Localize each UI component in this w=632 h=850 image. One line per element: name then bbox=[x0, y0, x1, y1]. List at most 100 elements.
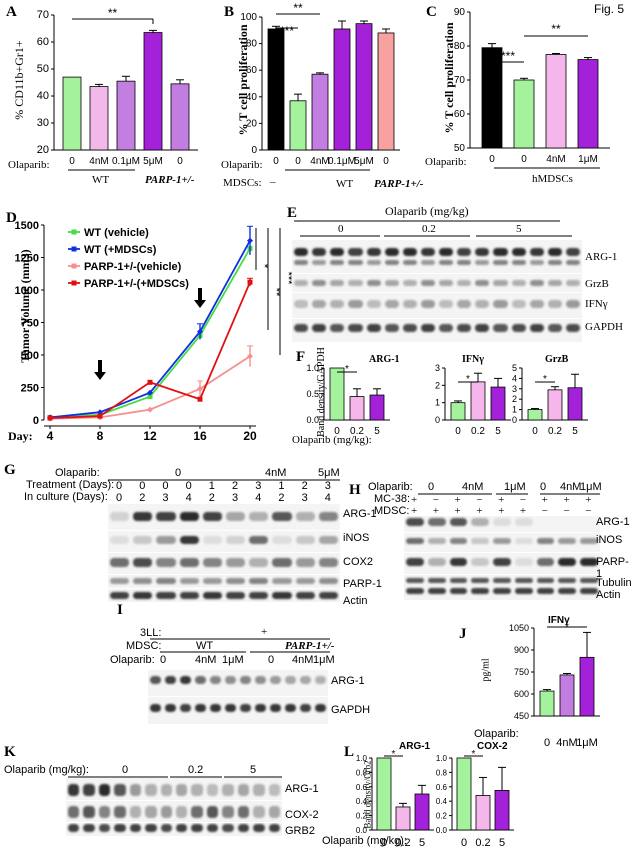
blot-band bbox=[179, 592, 199, 599]
panel-d-legend-marker bbox=[71, 263, 77, 269]
blot-band bbox=[312, 260, 327, 265]
panel-j-title: IFNγ bbox=[548, 615, 570, 626]
blot-band bbox=[406, 558, 424, 566]
blot-band bbox=[493, 578, 511, 583]
panel-h-dose: 0 bbox=[540, 481, 547, 493]
panel-l-1-ytick-label: 0.0 bbox=[436, 826, 448, 835]
blot-band bbox=[133, 536, 153, 544]
blot-band bbox=[150, 676, 161, 684]
blot-band bbox=[160, 824, 172, 832]
blot-band bbox=[565, 260, 580, 265]
panel-h-row2: MC-38: bbox=[374, 493, 411, 505]
blot-band bbox=[253, 784, 265, 796]
blot-band bbox=[191, 784, 203, 796]
panel-i-plus: + bbox=[261, 626, 268, 638]
panel-b-category: 4nM bbox=[310, 156, 329, 167]
blot-band bbox=[493, 518, 511, 526]
panel-a-ytick-label: 50 bbox=[37, 63, 49, 75]
blot-band bbox=[366, 300, 381, 308]
panel-a-category: 5μM bbox=[143, 156, 163, 167]
blot-band bbox=[294, 248, 309, 256]
blot-band bbox=[384, 324, 399, 332]
blot-band bbox=[493, 538, 511, 544]
blot-band bbox=[295, 578, 315, 584]
panel-c-group: hMDSCs bbox=[532, 173, 573, 185]
panel-c-bar bbox=[481, 47, 503, 149]
blot-band bbox=[457, 248, 472, 256]
blot-band bbox=[195, 704, 206, 712]
blot-band bbox=[226, 592, 246, 599]
panel-h-band-arg1: ARG-1 bbox=[596, 516, 630, 528]
blot-separator bbox=[108, 530, 340, 531]
panel-g-band-arg1: ARG-1 bbox=[343, 508, 377, 520]
blot-band bbox=[558, 578, 577, 583]
panel-d-ytick-label: 1250 bbox=[15, 253, 39, 265]
panel-h-mc38: + bbox=[541, 494, 548, 506]
blot-band bbox=[176, 784, 188, 796]
blot-band bbox=[110, 558, 130, 567]
blot-band bbox=[471, 538, 490, 544]
blot-band bbox=[202, 512, 222, 521]
blot-band bbox=[150, 704, 161, 712]
blot-band bbox=[457, 324, 472, 332]
panel-c-category: 0 bbox=[489, 154, 495, 165]
blot-band bbox=[255, 676, 266, 684]
panel-d-point bbox=[197, 385, 203, 392]
panel-label-a: A bbox=[6, 4, 17, 20]
panel-c-bar bbox=[577, 59, 599, 149]
panel-g-dose-2: 5μM bbox=[318, 467, 340, 479]
panel-c-xprefix: Olaparib: bbox=[425, 156, 467, 168]
blot-band bbox=[226, 512, 246, 521]
panel-g-band-parp1: PARP-1 bbox=[343, 578, 382, 590]
panel-g-culture-day: 3 bbox=[301, 492, 308, 504]
panel-i-dose: 0 bbox=[160, 654, 167, 666]
panel-f-1-bar bbox=[490, 386, 506, 421]
panel-b-ytick-label: 0 bbox=[251, 145, 257, 156]
panel-i-group-parp: PARP-1+/- bbox=[285, 640, 335, 652]
panel-c-ytick-label: 70 bbox=[454, 75, 466, 86]
panel-b-bar bbox=[355, 23, 373, 151]
panel-b-ytick-label: 100 bbox=[240, 12, 257, 23]
panel-d-point bbox=[47, 415, 53, 421]
blot-band bbox=[511, 280, 526, 286]
blot-band bbox=[312, 300, 327, 308]
blot-band bbox=[156, 536, 176, 544]
blot-band bbox=[191, 824, 203, 832]
blot-band bbox=[536, 588, 555, 594]
panel-g-culture-day: 3 bbox=[162, 492, 169, 504]
panel-f-1-ytick-label: 3 bbox=[435, 363, 440, 373]
panel-g-band-inos: iNOS bbox=[343, 532, 370, 544]
blot-band bbox=[384, 248, 399, 256]
panel-f-2-ytick-label: 4 bbox=[512, 373, 517, 383]
panel-h-mc38: + bbox=[563, 494, 570, 506]
panel-f-0-ytick-label: 0.0 bbox=[306, 415, 319, 425]
panel-label-d: D bbox=[6, 210, 17, 226]
panel-j-category: 4nM bbox=[556, 737, 577, 749]
blot-band bbox=[156, 512, 176, 521]
blot-band bbox=[68, 824, 80, 832]
blot-band bbox=[449, 538, 468, 544]
panel-b-category: 5μM bbox=[354, 156, 374, 167]
blot-band bbox=[68, 784, 80, 796]
panel-l-category: 5 bbox=[499, 837, 505, 849]
panel-d-legend-label: WT (vehicle) bbox=[84, 227, 149, 239]
panel-j-bar bbox=[539, 690, 555, 717]
figure-label: Fig. 5 bbox=[594, 2, 625, 16]
blot-band bbox=[240, 704, 251, 712]
blot-band bbox=[384, 260, 399, 265]
blot-band bbox=[318, 536, 338, 544]
blot-band bbox=[270, 676, 281, 684]
panel-l-title-cox2: COX-2 bbox=[477, 741, 508, 752]
panel-c-ylabel: % T cell proliferation bbox=[442, 22, 456, 134]
blot-band bbox=[427, 578, 446, 583]
blot-band bbox=[110, 536, 130, 544]
panel-g-culture-day: 4 bbox=[185, 492, 192, 504]
panel-f-title-ifng: IFNγ bbox=[462, 354, 484, 365]
panel-g-culture-day: 4 bbox=[324, 492, 331, 504]
blot-band bbox=[165, 704, 176, 712]
blot-separator bbox=[66, 822, 282, 823]
blot-band bbox=[129, 824, 142, 832]
blot-band bbox=[129, 806, 142, 818]
panel-i-band-arg1: ARG-1 bbox=[331, 675, 365, 687]
panel-a-bar bbox=[62, 76, 82, 151]
